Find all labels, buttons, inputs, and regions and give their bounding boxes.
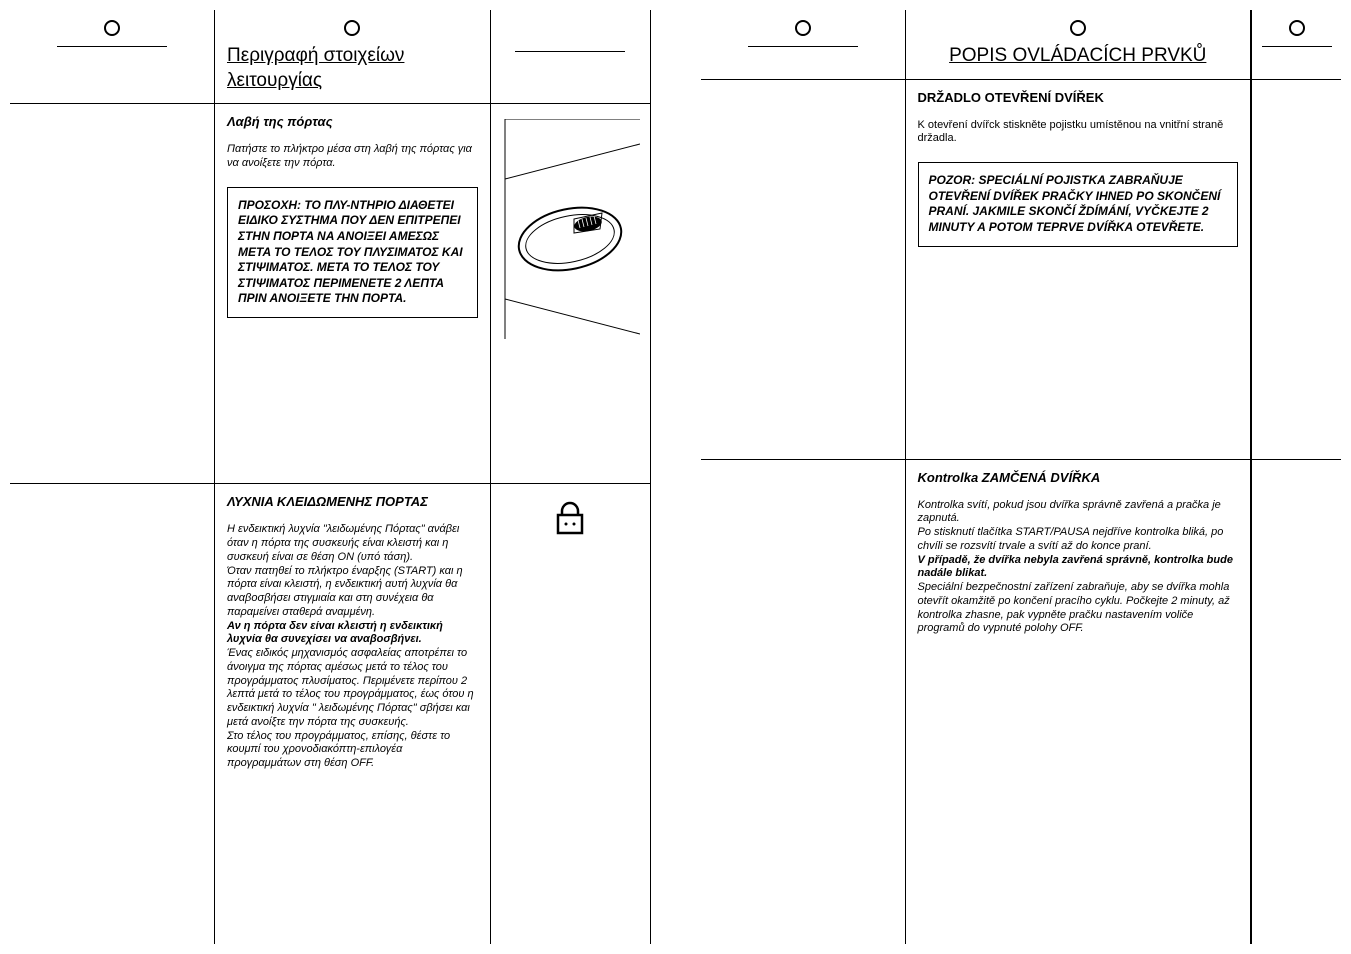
circle-icon — [344, 20, 360, 36]
right-row3-main: Kontrolka ZAMČENÁ DVÍŘKA Kontrolka svítí… — [906, 460, 1252, 944]
left-row2-main: Λαβή της πόρτας Πατήστε το πλήκτρο μέσα … — [215, 104, 491, 483]
right-row3-col3 — [1251, 460, 1341, 944]
door-handle-heading-cs: DRŽADLO OTEVŘENÍ DVÍŘEK — [918, 90, 1239, 105]
warning-box-left: ΠΡΟΣΟΧΗ: ΤΟ ΠΛΥ-ΝΤΗΡΙΟ ΔΙΑΘΕΤΕΙ ΕΙΔΙΚΟ Σ… — [227, 187, 478, 318]
lock-icon — [550, 499, 590, 539]
right-row2: DRŽADLO OTEVŘENÍ DVÍŘEK K otevření dvířc… — [701, 80, 1342, 460]
door-lock-cs-p1: Kontrolka svítí, pokud jsou dvířka správ… — [918, 499, 1239, 527]
left-header-row: Περιγραφή στοιχείων λειτουργίας — [10, 10, 651, 104]
left-page: Περιγραφή στοιχείων λειτουργίας Λαβή της… — [10, 10, 651, 944]
divider-line — [748, 46, 858, 47]
door-lock-p2: Όταν πατηθεί το πλήκτρο έναρξης (START) … — [227, 565, 478, 620]
left-page-title: Περιγραφή στοιχείων λειτουργίας — [227, 44, 478, 93]
right-header-col3 — [1251, 10, 1341, 79]
door-lock-p4: Στο τέλος του προγράμματος, επίσης, θέστ… — [227, 730, 478, 771]
right-row2-main: DRŽADLO OTEVŘENÍ DVÍŘEK K otevření dvířc… — [906, 80, 1252, 459]
right-header-row: POPIS OVLÁDACÍCH PRVKŮ — [701, 10, 1342, 80]
left-row2-icon — [491, 104, 651, 483]
right-row2-col3 — [1251, 80, 1341, 459]
door-lock-cs-p2: Po stisknutí tlačítka START/PAUSA nejdří… — [918, 526, 1239, 554]
circle-icon — [1070, 20, 1086, 36]
warning-box-right: POZOR: SPECIÁLNÍ POJISTKA ZABRAŇUJE OTEV… — [918, 162, 1239, 246]
right-row2-col1 — [701, 80, 906, 459]
door-lock-p1: Η ενδεικτική λυχνία "λειδωμένης Πόρτας" … — [227, 523, 478, 564]
divider-line — [57, 46, 167, 47]
door-lock-heading-cs: Kontrolka ZAMČENÁ DVÍŘKA — [918, 470, 1239, 485]
left-row3-main: ΛΥΧΝΙΑ ΚΛΕΙΔΩΜΕΝΗΣ ΠΟΡΤΑΣ Η ενδεικτική λ… — [215, 484, 491, 944]
left-header-col1 — [10, 10, 215, 103]
circle-icon — [795, 20, 811, 36]
left-header-main: Περιγραφή στοιχείων λειτουργίας — [215, 10, 491, 103]
left-row3-col1 — [10, 484, 215, 944]
right-header-main: POPIS OVLÁDACÍCH PRVKŮ — [906, 10, 1252, 79]
door-lock-cs-bold: V případě, že dvířka nebyla zavřená sprá… — [918, 554, 1239, 582]
door-handle-body-cs: K otevření dvířck stiskněte pojistku umí… — [918, 119, 1239, 147]
left-row2-col1 — [10, 104, 215, 483]
left-header-col3 — [491, 10, 651, 103]
door-lock-heading: ΛΥΧΝΙΑ ΚΛΕΙΔΩΜΕΝΗΣ ΠΟΡΤΑΣ — [227, 494, 478, 509]
door-handle-body: Πατήστε το πλήκτρο μέσα στη λαβή της πόρ… — [227, 143, 478, 171]
door-handle-heading: Λαβή της πόρτας — [227, 114, 478, 129]
circle-icon — [1289, 20, 1305, 36]
left-row3-icon — [491, 484, 651, 944]
door-lock-cs-p3: Speciální bezpečnostní zařízení zabraňuj… — [918, 581, 1239, 636]
right-page: POPIS OVLÁDACÍCH PRVKŮ DRŽADLO OTEVŘENÍ … — [701, 10, 1342, 944]
door-lock-bold: Αν η πόρτα δεν είναι κλειστή η ενδεικτικ… — [227, 620, 478, 648]
divider-line — [1262, 46, 1332, 47]
right-row3: Kontrolka ZAMČENÁ DVÍŘKA Kontrolka svítí… — [701, 460, 1342, 944]
left-row3: ΛΥΧΝΙΑ ΚΛΕΙΔΩΜΕΝΗΣ ΠΟΡΤΑΣ Η ενδεικτική λ… — [10, 484, 651, 944]
right-row3-col1 — [701, 460, 906, 944]
door-lock-p3: Ένας ειδικός μηχανισμός ασφαλείας αποτρέ… — [227, 647, 478, 730]
door-handle-icon — [500, 119, 640, 339]
divider-line — [515, 51, 625, 52]
right-page-title: POPIS OVLÁDACÍCH PRVKŮ — [949, 44, 1206, 69]
circle-icon — [104, 20, 120, 36]
left-row2: Λαβή της πόρτας Πατήστε το πλήκτρο μέσα … — [10, 104, 651, 484]
right-header-col1 — [701, 10, 906, 79]
